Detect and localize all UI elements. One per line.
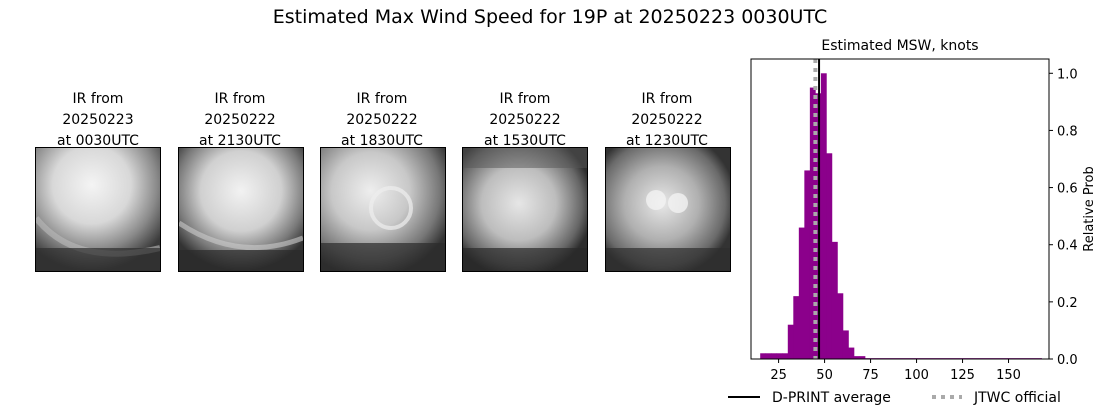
ir-label-date: 20250222 [204, 112, 276, 128]
y-tick-label: 0.8 [1057, 124, 1078, 139]
histogram-bar [826, 153, 833, 359]
histogram-bar [798, 227, 805, 359]
y-tick-label: 0.2 [1057, 296, 1078, 311]
y-tick-label: 0.6 [1057, 182, 1078, 197]
histogram-bar [771, 353, 778, 359]
legend-dprint-label: D-PRINT average [772, 390, 891, 406]
ir-label-line1: IR from [72, 91, 124, 107]
histogram-bar [809, 87, 816, 360]
ir-satellite-image [462, 147, 588, 272]
ir-panel-label: IR from 20250222 at 1830UTC [307, 89, 457, 152]
histogram-bar [804, 170, 811, 359]
ir-panel-label: IR from 20250222 at 1230UTC [592, 89, 742, 152]
x-tick-label: 25 [770, 368, 787, 383]
ir-label-line1: IR from [641, 91, 693, 107]
ir-panel-label: IR from 20250222 at 2130UTC [165, 89, 315, 152]
histogram-bar [793, 296, 800, 359]
legend-jtwc-label: JTWC official [973, 390, 1061, 406]
plot-frame [750, 58, 1050, 360]
x-tick-label: 50 [816, 368, 833, 383]
ir-label-date: 20250223 [62, 112, 134, 128]
ir-label-line1: IR from [356, 91, 408, 107]
y-axis-label: Relative Prob [1082, 166, 1097, 251]
histogram-bar [765, 353, 772, 359]
ir-panel-label: IR from 20250223 at 0030UTC [23, 89, 173, 152]
ir-label-time: at 1530UTC [484, 133, 566, 149]
ir-satellite-image [178, 147, 304, 272]
histogram-bar [837, 293, 844, 359]
x-tick-label: 75 [862, 368, 879, 383]
y-tick-label: 0.4 [1057, 239, 1078, 254]
x-tick-label: 150 [996, 368, 1021, 383]
ir-label-line1: IR from [499, 91, 551, 107]
ir-panel-label: IR from 20250222 at 1530UTC [450, 89, 600, 152]
figure-title: Estimated Max Wind Speed for 19P at 2025… [272, 6, 828, 28]
x-tick-label: 125 [950, 368, 975, 383]
histogram-bar [760, 353, 767, 359]
ir-label-time: at 0030UTC [57, 133, 139, 149]
histogram-bar [776, 353, 783, 359]
y-tick-label: 1.0 [1057, 67, 1078, 82]
histogram-bar [848, 347, 855, 359]
histogram-bar [854, 356, 860, 359]
ir-label-date: 20250222 [346, 112, 418, 128]
histogram-bar [842, 330, 849, 359]
ir-satellite-image [320, 147, 446, 272]
ir-label-time: at 1830UTC [341, 133, 423, 149]
ir-label-date: 20250222 [631, 112, 703, 128]
x-tick-label: 100 [904, 368, 929, 383]
histogram-bar [859, 356, 866, 359]
histogram-bar [831, 241, 838, 359]
ir-satellite-image [605, 147, 731, 272]
ir-label-time: at 1230UTC [626, 133, 708, 149]
ir-label-line1: IR from [214, 91, 266, 107]
histogram-bar [820, 73, 827, 360]
histogram-bar [787, 324, 794, 359]
ir-label-time: at 2130UTC [199, 133, 281, 149]
chart-title: Estimated MSW, knots [821, 38, 978, 54]
y-tick-label: 0.0 [1057, 353, 1078, 368]
ir-satellite-image [35, 147, 161, 272]
histogram-bar [782, 353, 789, 359]
ir-label-date: 20250222 [489, 112, 561, 128]
